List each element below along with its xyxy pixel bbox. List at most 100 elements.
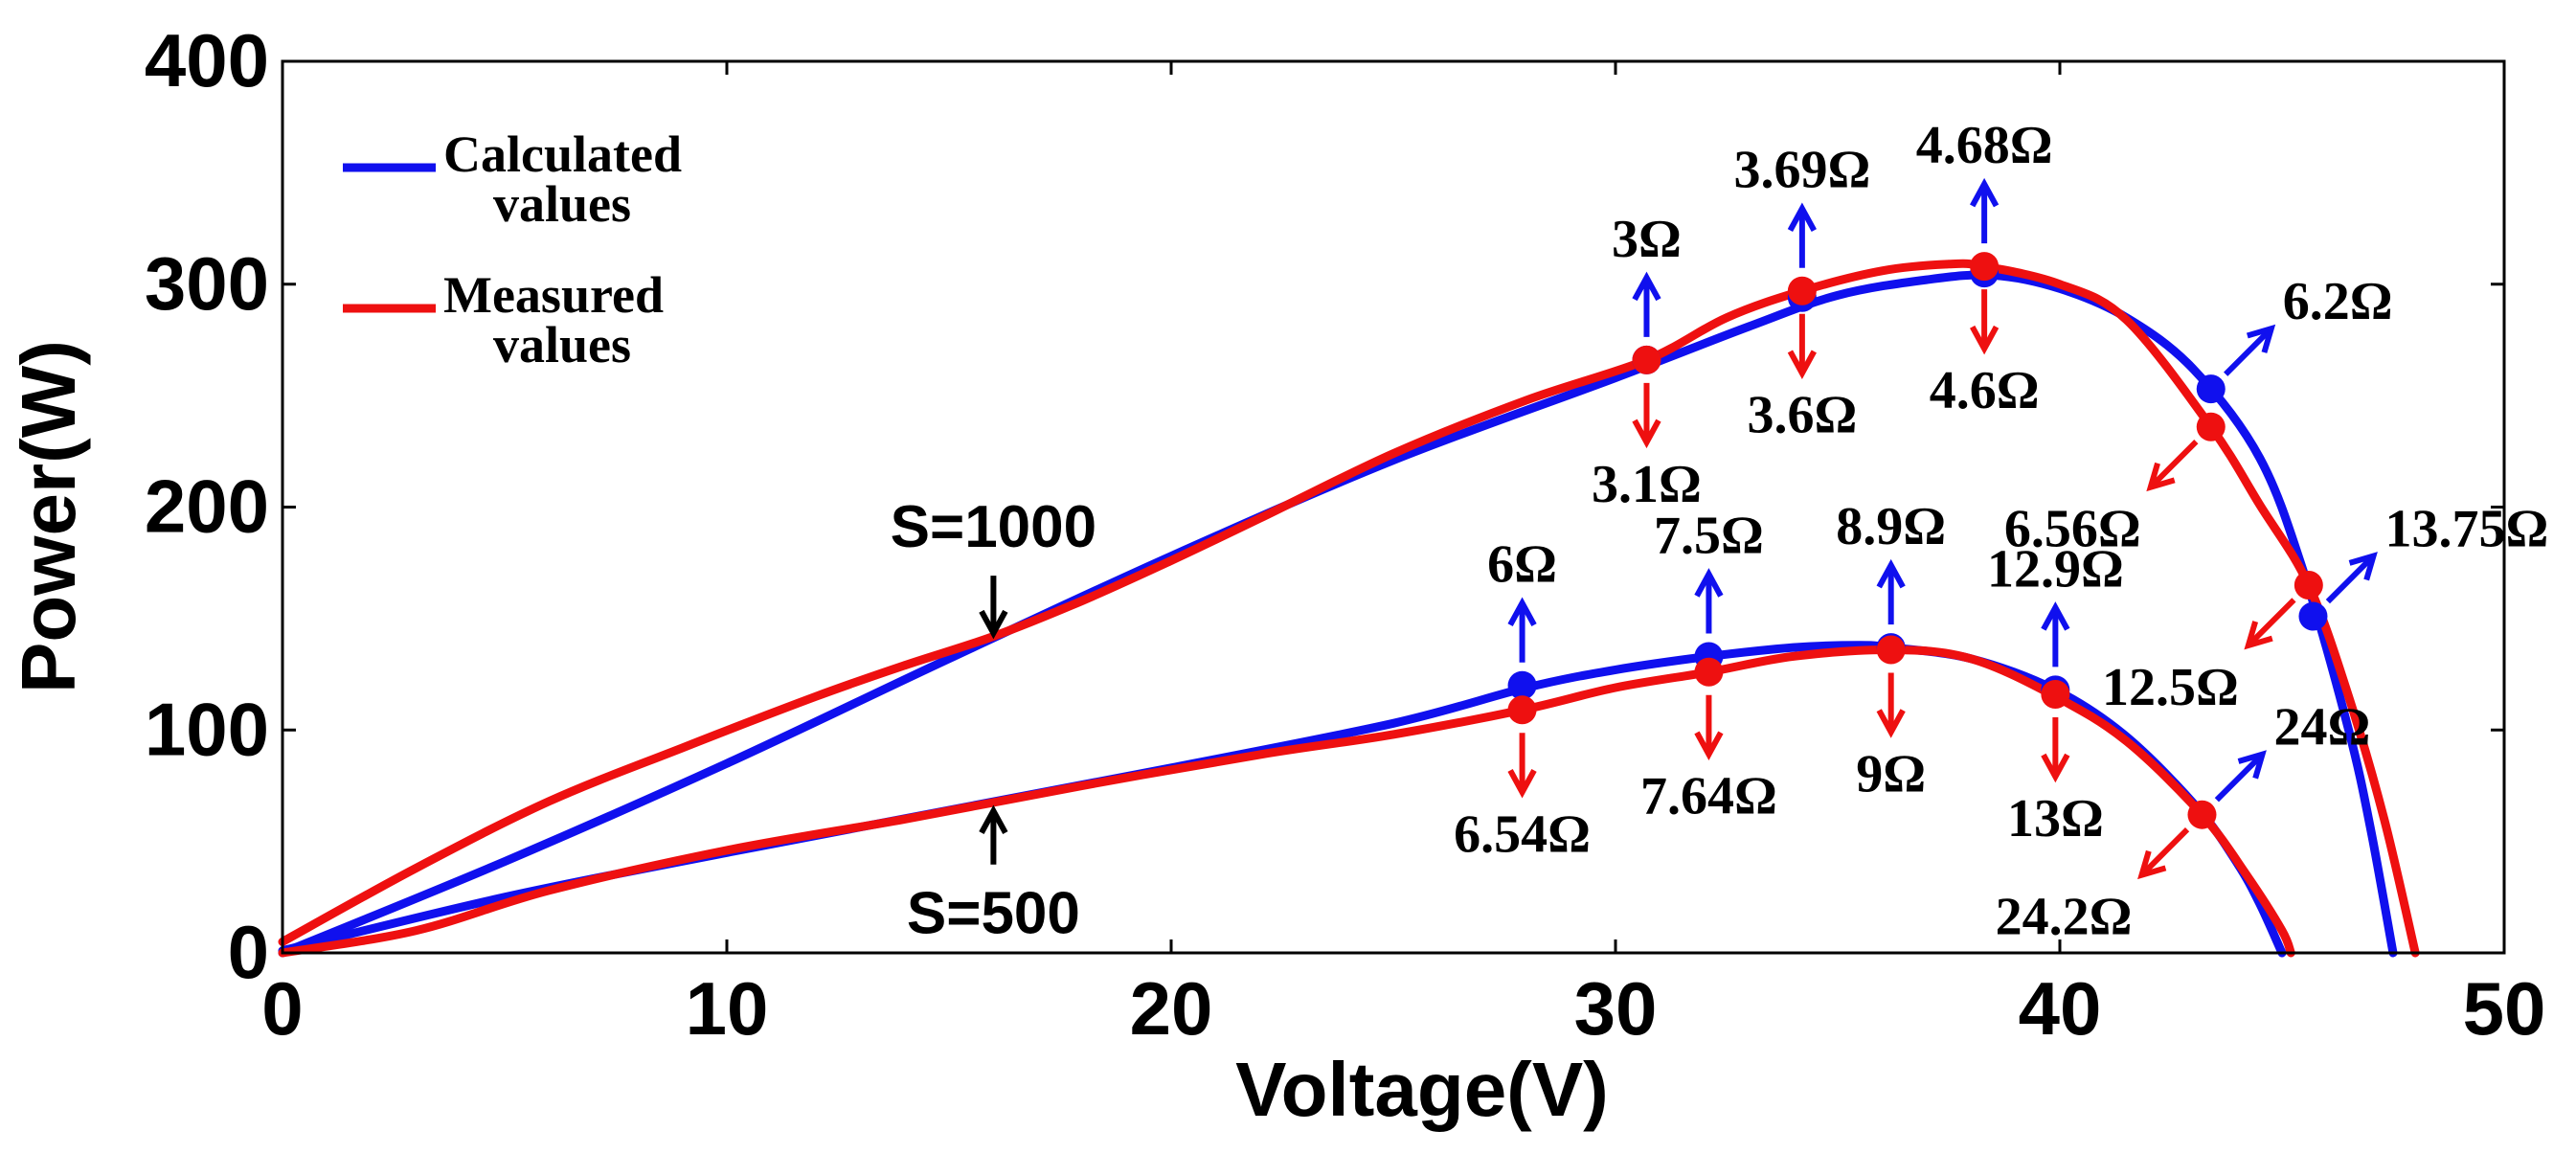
resistance-label: 9Ω	[1856, 744, 1926, 803]
annotation-arrow	[1876, 558, 1906, 625]
annotation-arrow-head	[1507, 769, 1537, 799]
resistance-label: 13.75Ω	[2384, 500, 2548, 559]
annotation-arrow	[1787, 202, 1817, 268]
resistance-label: 12.5Ω	[2102, 658, 2239, 717]
y-tick-label: 100	[145, 687, 269, 771]
y-tick-label: 300	[145, 241, 269, 326]
data-point-marker	[2196, 374, 2226, 404]
annotation-arrow-head	[2348, 552, 2378, 581]
resistance-label: 3Ω	[1612, 210, 1682, 269]
annotation-arrow	[1694, 568, 1724, 634]
annotation-arrow-head	[2041, 753, 2070, 783]
annotation-arrow	[2214, 750, 2267, 803]
curve-label-arrow-head	[979, 609, 1008, 640]
annotation-arrow	[1787, 313, 1817, 379]
annotation-arrow	[2224, 324, 2276, 376]
resistance-label: 7.5Ω	[1654, 506, 1764, 565]
data-point-marker	[2041, 680, 2070, 710]
resistance-label: 13Ω	[2007, 789, 2104, 849]
x-tick-label: 40	[2019, 966, 2102, 1051]
resistance-label: 12.9Ω	[1987, 539, 2124, 599]
annotation-arrow-head	[2237, 750, 2267, 780]
annotation-arrow	[1970, 177, 2000, 244]
annotation-arrow	[1694, 694, 1724, 760]
annotation-arrow-head	[1632, 419, 1661, 449]
series-line-1	[278, 259, 2420, 958]
resistance-label: 6.54Ω	[1454, 804, 1591, 864]
annotation-arrow	[2137, 826, 2190, 880]
data-point-marker	[1632, 345, 1661, 374]
markers-layer	[1507, 252, 2328, 829]
data-point-marker	[1507, 670, 1537, 700]
annotation-arrow-head	[2246, 324, 2276, 353]
annotation-arrow-shaft	[2325, 554, 2376, 604]
resistance-label: 4.6Ω	[1930, 361, 2040, 420]
data-point-marker	[1787, 276, 1817, 305]
resistance-label: 24Ω	[2273, 698, 2370, 758]
data-point-marker	[1876, 635, 1906, 665]
resistance-label: 8.9Ω	[1836, 497, 1946, 556]
resistance-label: 6.56Ω	[2004, 500, 2141, 559]
annotation-arrow-head	[1970, 325, 2000, 355]
resistance-label: 3.1Ω	[1592, 455, 1702, 514]
annotation-arrow	[2244, 598, 2296, 650]
curve-labels-layer: S=1000 S=500	[891, 494, 1097, 947]
annotation-arrow	[1632, 382, 1661, 449]
curve-label-arrow-head	[979, 804, 1008, 834]
annotation-labels-layer: 3Ω 3.1Ω 3.69Ω 3.6Ω 4.68Ω 4.6Ω 6.2Ω 6.56Ω 13.75Ω 1…	[1454, 116, 2548, 947]
resistance-label: 4.68Ω	[1916, 116, 2053, 175]
legend-label: values	[493, 316, 631, 373]
annotation-arrow-shaft	[2224, 327, 2273, 376]
resistance-label: 3.6Ω	[1747, 386, 1857, 445]
annotation-arrow-head	[1970, 177, 2000, 208]
annotation-arrow	[2146, 439, 2199, 492]
y-axis-label: Power(W)	[6, 340, 91, 693]
annotation-arrow-shaft	[2214, 752, 2265, 803]
resistance-label: 3.69Ω	[1733, 141, 1870, 200]
curve-label-arrow	[979, 804, 1008, 865]
resistance-label: 7.64Ω	[1640, 767, 1777, 826]
annotation-arrow-head	[1632, 271, 1661, 302]
x-tick-label: 50	[2463, 966, 2546, 1051]
x-tick-label: 0	[261, 966, 303, 1051]
annotation-arrow-head	[1507, 597, 1537, 626]
y-tick-label: 400	[145, 18, 269, 102]
annotation-arrow-head	[1694, 568, 1724, 598]
curve-label: S=500	[907, 881, 1080, 947]
annotation-arrow-head	[2146, 462, 2176, 492]
annotation-arrow	[2041, 601, 2070, 668]
curve-label: S=1000	[891, 494, 1097, 560]
series-line-3	[278, 645, 2295, 958]
annotation-arrow-head	[1876, 709, 1906, 738]
data-point-marker	[1694, 657, 1724, 687]
data-point-marker	[2298, 601, 2328, 631]
axes-layer: 0 10 20 30 40 50 0 100 200 300 400	[145, 18, 2546, 1051]
resistance-label: 24.2Ω	[1996, 888, 2133, 947]
annotation-arrow-head	[1876, 558, 1906, 589]
annotation-arrow-head	[1694, 731, 1724, 760]
annotation-arrows-layer	[1507, 177, 2378, 880]
data-point-marker	[2294, 570, 2323, 600]
y-tick-label: 200	[145, 464, 269, 549]
annotation-arrow	[1507, 733, 1537, 799]
annotation-arrow-shaft	[2148, 439, 2199, 489]
legend-label: Measured	[443, 266, 664, 324]
y-tick-label: 0	[228, 910, 269, 994]
annotation-arrow-head	[1787, 350, 1817, 379]
annotation-arrow-shaft	[2139, 826, 2190, 877]
resistance-label: 6.2Ω	[2283, 272, 2393, 331]
curve-label-arrow	[979, 576, 1008, 640]
annotation-arrow-head	[2041, 601, 2070, 631]
data-point-marker	[2187, 800, 2217, 829]
x-tick-label: 10	[686, 966, 769, 1051]
legend-label: Calculated	[443, 125, 682, 183]
annotation-arrow	[2041, 717, 2070, 783]
annotation-arrow-head	[2244, 621, 2273, 650]
annotation-arrow-head	[1787, 202, 1817, 232]
annotation-arrow	[1876, 672, 1906, 738]
x-tick-label: 20	[1130, 966, 1213, 1051]
resistance-label: 6Ω	[1487, 535, 1557, 595]
